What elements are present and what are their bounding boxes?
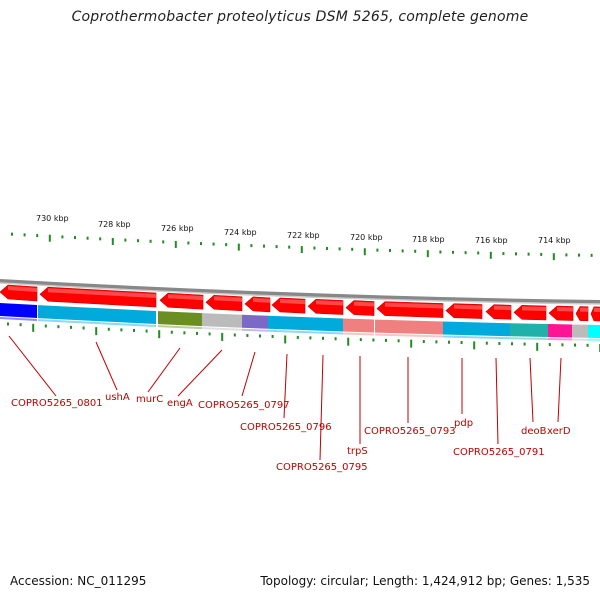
cog-segment[interactable] xyxy=(375,319,443,335)
leader-copro5265-0797 xyxy=(241,351,256,397)
gene-label-copro5265-0793[interactable]: COPRO5265_0793 xyxy=(364,426,456,437)
gene-label-copro5265-0791[interactable]: COPRO5265_0791 xyxy=(453,447,545,458)
scale-ticks xyxy=(11,232,593,261)
gene-arrow-highlight xyxy=(48,288,156,299)
cog-stripe xyxy=(588,338,600,341)
gene-arrow-highlight xyxy=(280,298,305,305)
scale-label-724: 724 kbp xyxy=(224,228,257,237)
leader-enga xyxy=(177,349,223,397)
gene-arrow-highlight xyxy=(580,307,588,312)
leader-xerd xyxy=(557,357,562,423)
scale-label-730: 730 kbp xyxy=(36,214,69,223)
cog-segment[interactable] xyxy=(510,323,548,338)
gene-arrow-highlight xyxy=(385,302,443,309)
cog-track[interactable] xyxy=(0,303,600,341)
gene-arrow-highlight xyxy=(494,305,511,311)
gene-label-murc[interactable]: murC xyxy=(136,394,163,405)
gene-arrow-highlight xyxy=(454,304,482,310)
cog-segment[interactable] xyxy=(572,324,588,338)
gene-label-copro5265-0797[interactable]: COPRO5265_0797 xyxy=(198,400,290,411)
scale-label-728: 728 kbp xyxy=(98,220,131,229)
leader-murc xyxy=(147,347,181,393)
cog-stripe xyxy=(510,337,548,341)
cog-segment[interactable] xyxy=(548,324,572,338)
gene-label-pdp[interactable]: pdp xyxy=(454,418,473,429)
gene-arrow-highlight xyxy=(522,306,546,312)
gene-arrow-highlight xyxy=(354,301,374,307)
cog-segment[interactable] xyxy=(443,321,510,337)
cog-segment[interactable] xyxy=(0,303,37,319)
genome-backbone xyxy=(0,279,600,304)
leader-copro5265-0796 xyxy=(283,353,288,419)
gene-labels[interactable]: COPRO5265_0801 ushA murC engA COPRO5265_… xyxy=(8,335,571,473)
cog-stripe xyxy=(343,332,374,336)
cog-stripe xyxy=(158,325,202,330)
gene-arrow-highlight xyxy=(557,307,573,312)
cog-stripe xyxy=(375,333,443,338)
gene-label-copro5265-0795[interactable]: COPRO5265_0795 xyxy=(276,462,368,473)
gene-arrow-highlight xyxy=(168,294,203,301)
cog-stripe xyxy=(548,338,572,341)
lower-ticks xyxy=(7,322,600,353)
cog-segment[interactable] xyxy=(38,305,156,325)
cog-stripe xyxy=(0,317,37,322)
scale-label-726: 726 kbp xyxy=(161,224,194,233)
cog-segment[interactable] xyxy=(343,318,374,333)
cog-stripe xyxy=(202,327,242,331)
cog-stripe xyxy=(242,328,268,332)
leader-copro5265-0795 xyxy=(319,354,324,461)
leader-usha xyxy=(95,341,118,391)
gene-arrow-highlight xyxy=(8,286,37,293)
genome-backbone-inner xyxy=(0,282,600,305)
leader-copro5265-0791 xyxy=(495,357,499,445)
gene-label-enga[interactable]: engA xyxy=(167,398,193,409)
cog-segment[interactable] xyxy=(268,315,343,332)
scale-label-722: 722 kbp xyxy=(287,231,320,240)
cog-stripe xyxy=(443,335,510,340)
gene-label-deob[interactable]: deoB xyxy=(521,426,547,437)
scale-label-720: 720 kbp xyxy=(350,233,383,242)
cog-segment[interactable] xyxy=(158,311,202,327)
gene-arrow-highlight xyxy=(594,307,600,312)
scale-label-718: 718 kbp xyxy=(412,235,445,244)
leader-copro5265-0801 xyxy=(8,335,57,397)
gene-arrow-highlight xyxy=(316,300,343,306)
gene-label-copro5265-0801[interactable]: COPRO5265_0801 xyxy=(11,398,103,409)
gene-label-usha[interactable]: ushA xyxy=(105,392,130,403)
scale-label-716: 716 kbp xyxy=(475,236,508,245)
gene-arrow-highlight xyxy=(214,296,242,302)
cog-stripe xyxy=(38,319,156,328)
gene-label-copro5265-0796[interactable]: COPRO5265_0796 xyxy=(240,422,332,433)
cog-segment[interactable] xyxy=(202,313,242,328)
map-title: Coprothermobacter proteolyticus DSM 5265… xyxy=(71,9,529,25)
genome-summary-text: Topology: circular; Length: 1,424,912 bp… xyxy=(260,574,590,588)
gene-label-trps[interactable]: trpS xyxy=(347,446,368,457)
scale-labels: 730 kbp 728 kbp 726 kbp 724 kbp 722 kbp … xyxy=(36,214,571,245)
leader-deob xyxy=(529,357,534,423)
accession-text: Accession: NC_011295 xyxy=(10,574,147,588)
gene-track[interactable] xyxy=(0,284,600,322)
cog-stripe xyxy=(572,338,588,341)
cog-segment[interactable] xyxy=(242,314,268,329)
gene-label-xerd[interactable]: xerD xyxy=(547,426,571,437)
cog-stripe xyxy=(268,329,343,335)
scale-label-714: 714 kbp xyxy=(538,236,571,245)
gene-arrow-highlight xyxy=(253,297,270,303)
cog-segment[interactable] xyxy=(588,324,600,338)
